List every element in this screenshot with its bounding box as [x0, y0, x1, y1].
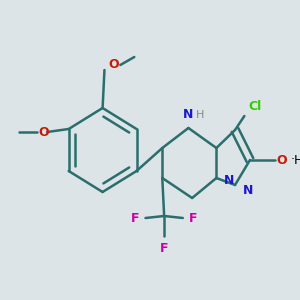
Text: F: F: [160, 242, 168, 254]
Text: N: N: [224, 175, 235, 188]
Text: F: F: [131, 212, 140, 224]
Text: O: O: [38, 125, 49, 139]
Text: F: F: [189, 212, 197, 224]
Text: O: O: [109, 58, 119, 71]
Text: O: O: [276, 154, 287, 166]
Text: N: N: [183, 109, 194, 122]
Text: H: H: [294, 154, 300, 166]
Text: H: H: [195, 110, 204, 120]
Text: ·: ·: [291, 154, 295, 166]
Text: Cl: Cl: [248, 100, 261, 112]
Text: N: N: [243, 184, 253, 196]
